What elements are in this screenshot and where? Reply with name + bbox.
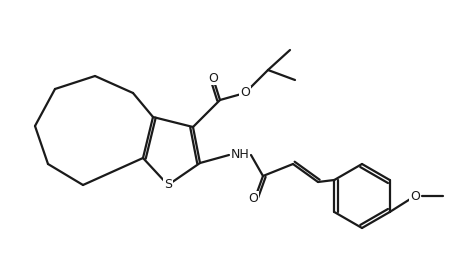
Text: NH: NH [231,149,250,162]
Text: O: O [240,86,250,100]
Text: O: O [410,189,420,203]
Text: S: S [164,179,172,191]
Text: O: O [208,71,218,85]
Text: O: O [248,191,258,205]
